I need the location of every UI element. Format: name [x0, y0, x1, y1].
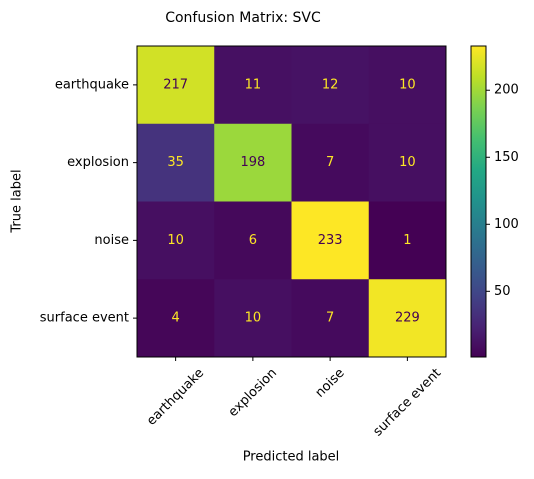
cell-label: 217 — [163, 77, 188, 92]
cell — [368, 279, 447, 358]
cell — [368, 123, 447, 202]
colorbar-tick-label: 50 — [494, 284, 511, 299]
cell — [291, 46, 370, 125]
cell-label: 35 — [167, 155, 184, 170]
cell — [291, 279, 370, 358]
cell — [214, 201, 292, 280]
cell-label: 7 — [326, 155, 334, 170]
y-axis-label: True label — [10, 169, 25, 233]
cell-label: 1 — [403, 233, 411, 248]
x-tick-label: surface event — [371, 366, 445, 440]
cell-label: 6 — [249, 233, 257, 248]
colorbar — [470, 45, 487, 358]
x-axis-label: Predicted label — [243, 450, 340, 465]
cell — [291, 201, 370, 280]
x-tick-label: explosion — [226, 366, 280, 420]
y-tick-label: explosion — [67, 155, 129, 170]
y-tick-label: earthquake — [55, 77, 129, 92]
cell — [368, 201, 447, 280]
cell — [137, 46, 215, 125]
cell-label: 12 — [322, 77, 339, 92]
cell-label: 233 — [318, 233, 343, 248]
cell — [214, 46, 292, 125]
cell-label: 4 — [171, 311, 179, 326]
chart-title: Confusion Matrix: SVC — [165, 10, 321, 26]
cell — [137, 279, 215, 358]
cell-label: 11 — [245, 77, 262, 92]
cell — [137, 201, 215, 280]
x-tick-label: earthquake — [144, 366, 207, 429]
cell-label: 198 — [240, 155, 265, 170]
cell — [214, 123, 292, 202]
colorbar-tick-label: 150 — [494, 150, 519, 165]
y-tick-label: noise — [94, 233, 129, 248]
plot-frame — [136, 45, 447, 358]
cell-label: 7 — [326, 311, 334, 326]
y-tick-label: surface event — [40, 311, 129, 326]
cell — [137, 123, 215, 202]
x-tick-label: noise — [313, 366, 348, 401]
cell — [291, 123, 370, 202]
colorbar-tick-label: 100 — [494, 217, 519, 232]
cell-label: 10 — [399, 77, 416, 92]
cell-label: 10 — [245, 311, 262, 326]
cell — [214, 279, 292, 358]
cell — [368, 46, 447, 125]
colorbar-tick-label: 200 — [494, 83, 519, 98]
cell-label: 10 — [399, 155, 416, 170]
cell-label: 10 — [167, 233, 184, 248]
cell-label: 229 — [395, 311, 420, 326]
